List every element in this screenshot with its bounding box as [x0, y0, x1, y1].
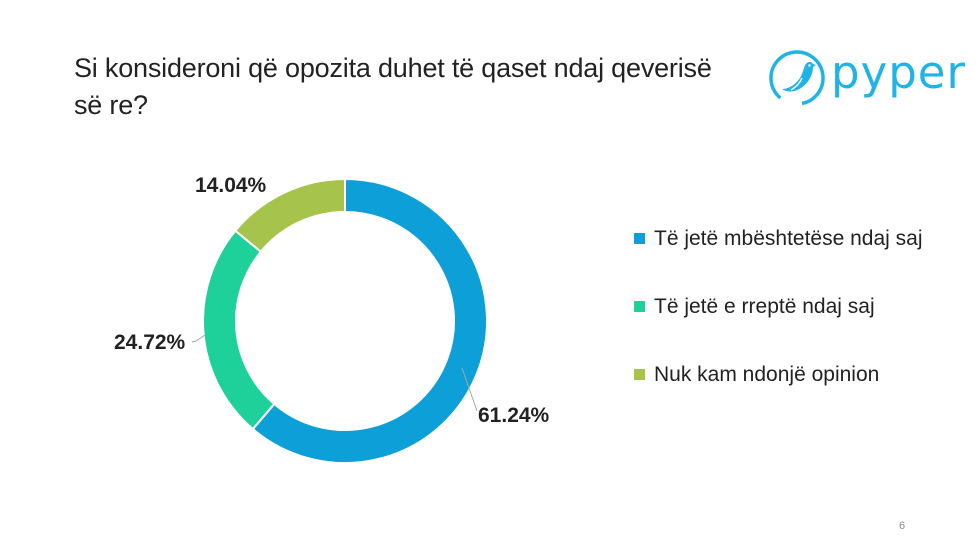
legend-item-2: Nuk kam ndonjë opinion [634, 359, 924, 390]
data-label-2: 14.04% [195, 174, 267, 197]
pyper-logo: pyper [767, 47, 965, 109]
legend-label-2: Nuk kam ndonjë opinion [654, 363, 880, 386]
legend-swatch-2 [634, 369, 645, 380]
leader-line-1 [191, 334, 206, 343]
legend-swatch-0 [634, 233, 645, 244]
legend-item-0: Të jetë mbështetëse ndaj saj [634, 223, 924, 254]
data-label-0: 61.24% [478, 404, 550, 427]
donut-slice-2 [233, 177, 346, 254]
legend-label-0: Të jetë mbështetëse ndaj saj [654, 227, 923, 250]
logo-text: pyper [831, 46, 966, 99]
bird-icon [769, 50, 825, 106]
legend-swatch-1 [634, 301, 645, 312]
page-title: Si konsideroni që opozita duhet të qaset… [74, 53, 712, 120]
legend-item-1: Të jetë e rreptë ndaj saj [634, 291, 924, 322]
legend-label-1: Të jetë e rreptë ndaj saj [654, 295, 875, 318]
donut-slice-0 [251, 177, 488, 464]
donut-slice-1 [202, 229, 276, 431]
page-number: 6 [899, 520, 906, 532]
leader-line-0 [461, 367, 478, 412]
data-label-1: 24.72% [114, 331, 186, 354]
